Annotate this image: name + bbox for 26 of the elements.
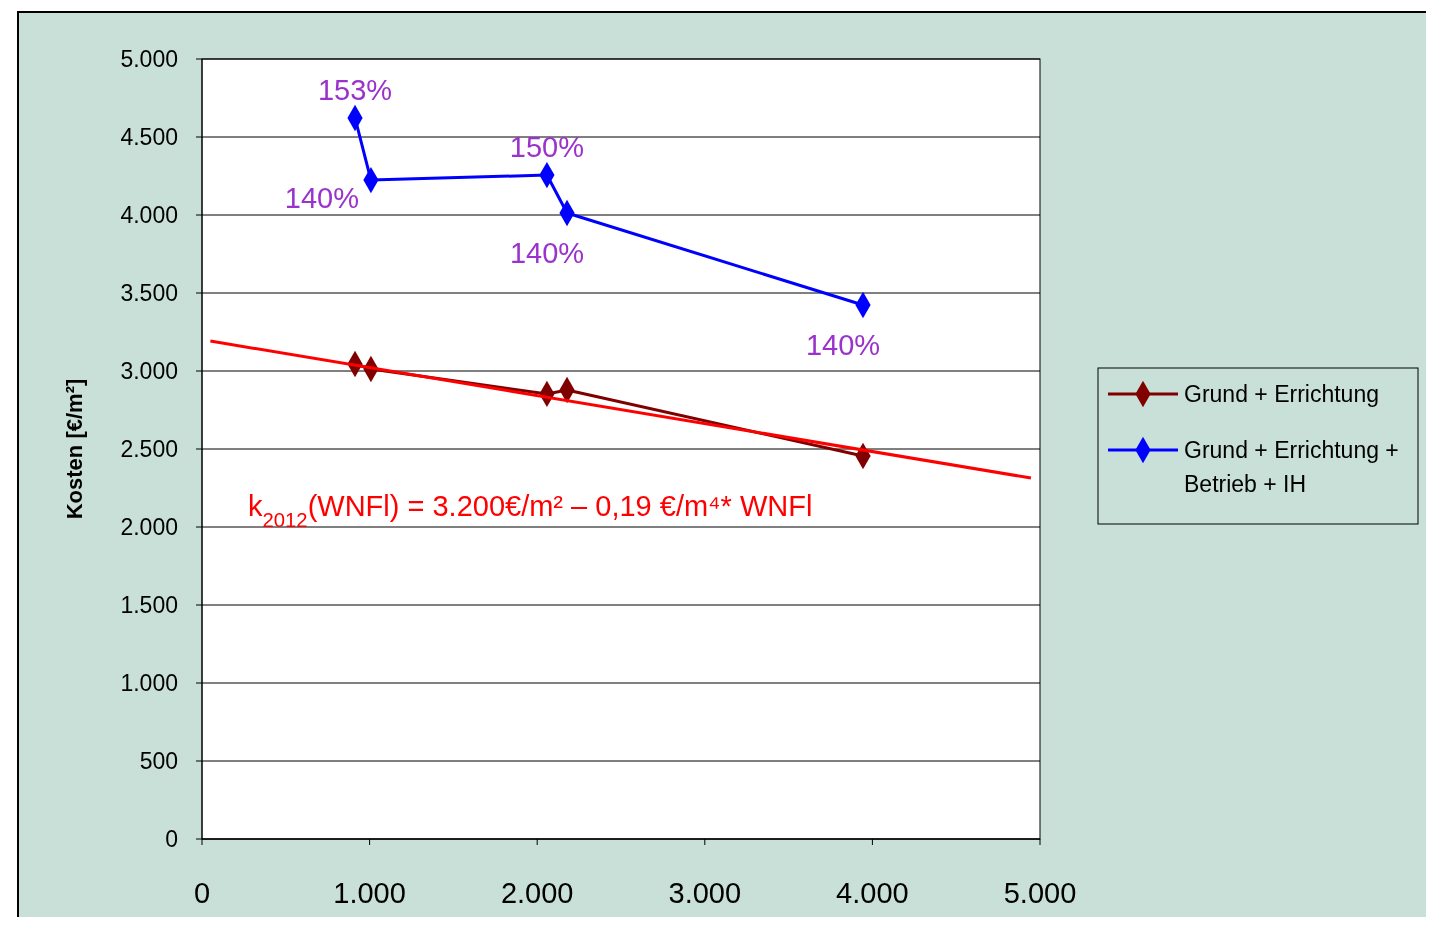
annotation: 140% — [805, 329, 881, 362]
y-tick-label: 2.000 — [120, 514, 178, 541]
y-tick-label: 4.000 — [120, 202, 178, 229]
x-tick-label: 1.000 — [333, 877, 406, 909]
y-tick-label: 1.500 — [120, 592, 178, 619]
annotation: k$_{2012}$(WNFl) = 3.200€/m² – 0,19 €/m⁴* WNFl — [248, 490, 813, 531]
annotation: 140% — [509, 236, 585, 269]
y-tick-label: 0 — [165, 826, 178, 853]
y-tick-label: 500 — [139, 748, 178, 775]
y-tick-label: 3.000 — [120, 358, 178, 385]
x-tick-label: 2.000 — [500, 877, 574, 909]
y-tick-label: 4.500 — [120, 124, 178, 151]
annotation: 140% — [284, 182, 359, 215]
x-tick-label: 5.000 — [1003, 877, 1077, 909]
annotation: 150% — [509, 131, 585, 164]
y-tick-label: 1.000 — [120, 670, 178, 697]
legend-label: Grund + Errichtung — [1184, 381, 1379, 408]
y-tick-label: 5.000 — [120, 46, 178, 73]
legend-label: Grund + Errichtung + Betrieb + IH — [1184, 437, 1399, 498]
y-tick-label: 2.500 — [120, 436, 178, 463]
y-axis-title: Kosten [€/m²] — [62, 378, 87, 520]
x-tick-label: 0 — [193, 877, 211, 909]
y-tick-label: 3.500 — [120, 280, 178, 307]
x-tick-label: 3.000 — [668, 877, 742, 909]
x-tick-label: 4.000 — [836, 877, 909, 909]
annotation: 153% — [317, 73, 393, 106]
